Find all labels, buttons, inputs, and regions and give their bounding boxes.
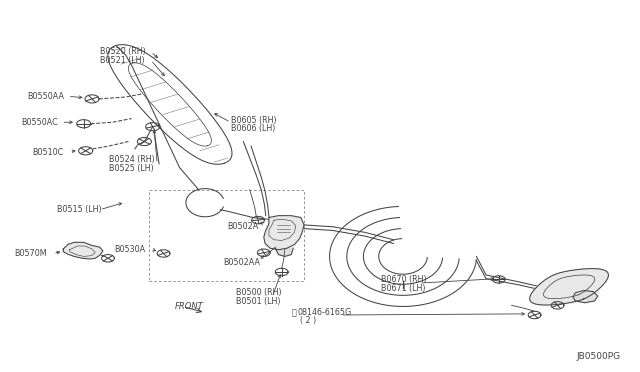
Text: B0550AC: B0550AC — [21, 118, 58, 127]
Polygon shape — [63, 242, 103, 259]
Text: B0605 (RH): B0605 (RH) — [230, 116, 276, 125]
Text: B0501 (LH): B0501 (LH) — [236, 297, 280, 306]
Polygon shape — [264, 216, 304, 250]
Text: B0525 (LH): B0525 (LH) — [109, 164, 154, 173]
Text: ( 2 ): ( 2 ) — [300, 317, 316, 326]
Text: B0521 (LH): B0521 (LH) — [100, 56, 144, 65]
Polygon shape — [530, 269, 609, 305]
Text: JB0500PG: JB0500PG — [576, 352, 620, 361]
Text: B0502A: B0502A — [227, 221, 259, 231]
Text: B0510C: B0510C — [33, 148, 64, 157]
Text: B0524 (RH): B0524 (RH) — [109, 155, 155, 164]
Text: B0520 (RH): B0520 (RH) — [100, 47, 145, 56]
Text: B0570M: B0570M — [15, 249, 47, 258]
Text: FRONT: FRONT — [174, 302, 203, 311]
Polygon shape — [573, 291, 598, 303]
Text: B0550AA: B0550AA — [28, 92, 65, 101]
Text: B0515 (LH): B0515 (LH) — [57, 205, 102, 214]
Polygon shape — [275, 248, 293, 256]
Text: B0500 (RH): B0500 (RH) — [236, 288, 282, 297]
Text: B0670 (RH): B0670 (RH) — [381, 275, 427, 284]
Text: B0671 (LH): B0671 (LH) — [381, 284, 426, 293]
Text: B0606 (LH): B0606 (LH) — [230, 124, 275, 134]
Text: B0530A: B0530A — [115, 244, 145, 253]
Text: Ⓑ: Ⓑ — [291, 308, 296, 317]
Text: 08146-6165G: 08146-6165G — [297, 308, 351, 317]
Text: B0502AA: B0502AA — [223, 258, 260, 267]
